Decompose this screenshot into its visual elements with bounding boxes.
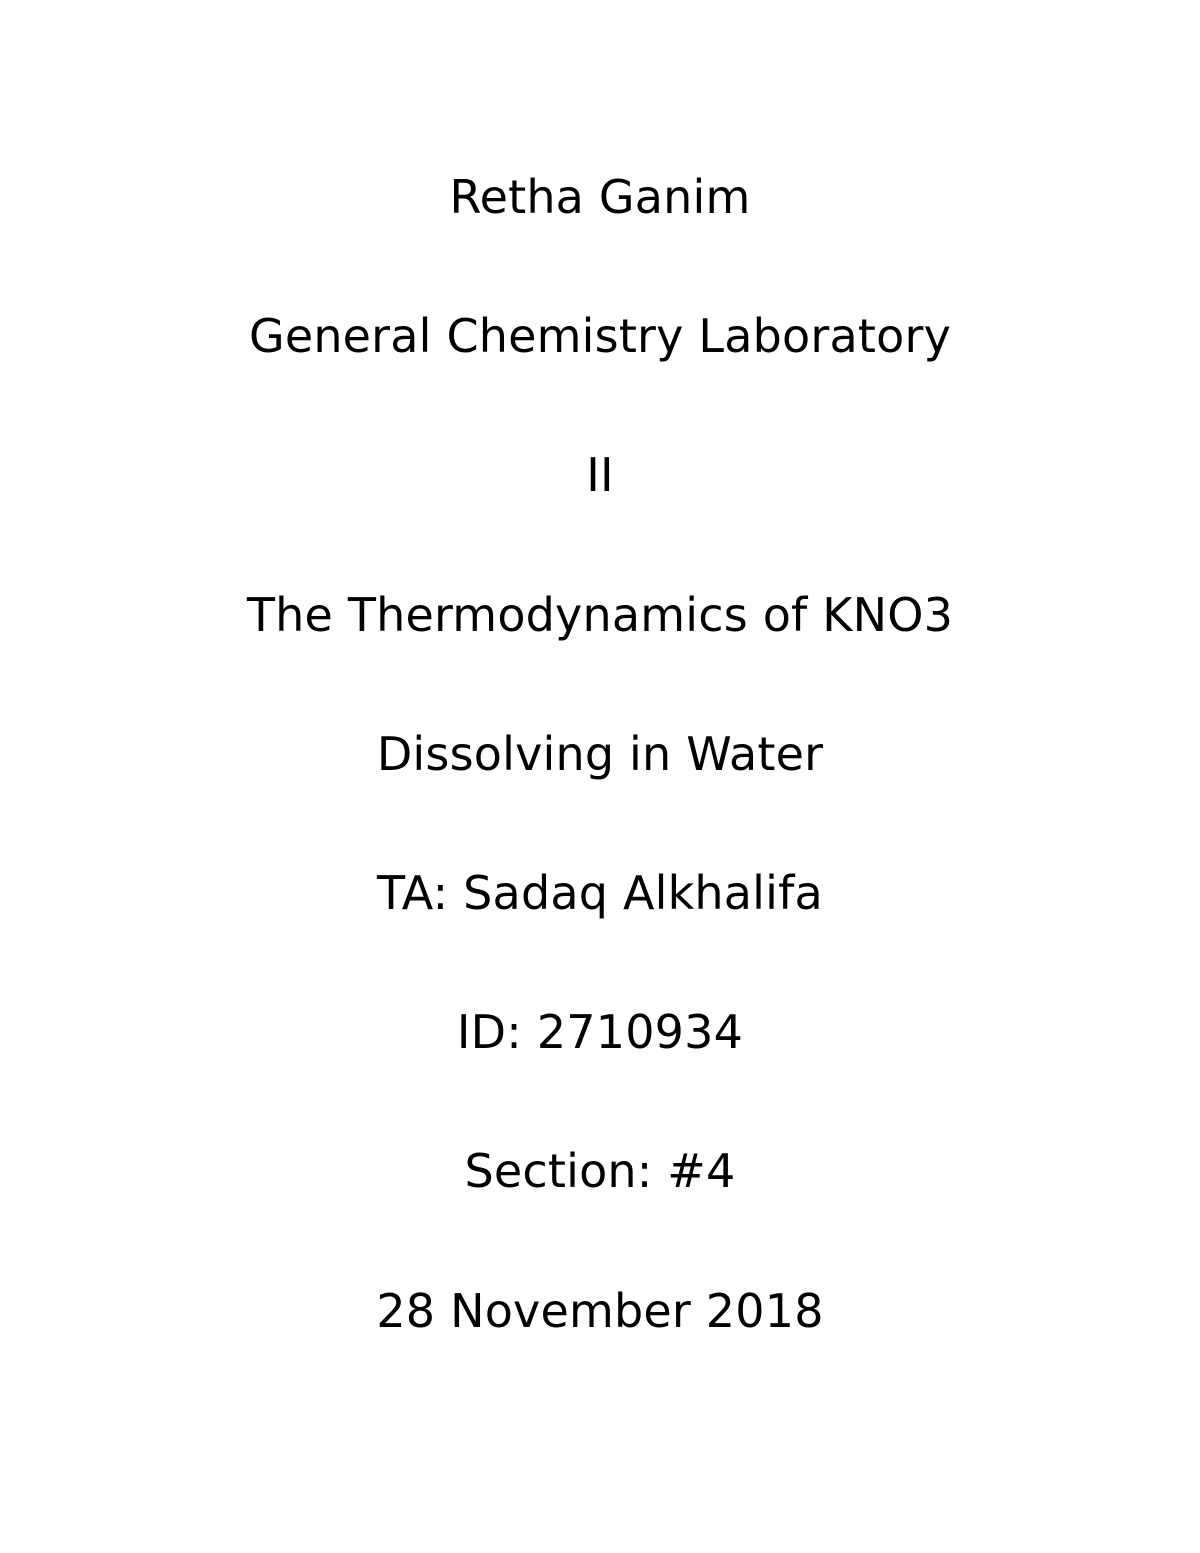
student-id: ID: 2710934 bbox=[120, 1005, 1080, 1060]
course-name-line-2: II bbox=[120, 448, 1080, 503]
title-page: Retha Ganim General Chemistry Laboratory… bbox=[0, 0, 1200, 1553]
course-name-line-1: General Chemistry Laboratory bbox=[120, 309, 1080, 364]
ta-name: TA: Sadaq Alkhalifa bbox=[120, 866, 1080, 921]
experiment-title-line-2: Dissolving in Water bbox=[120, 727, 1080, 782]
author-name: Retha Ganim bbox=[120, 170, 1080, 225]
section-number: Section: #4 bbox=[120, 1144, 1080, 1199]
date: 28 November 2018 bbox=[120, 1284, 1080, 1339]
experiment-title-line-1: The Thermodynamics of KNO3 bbox=[120, 588, 1080, 643]
